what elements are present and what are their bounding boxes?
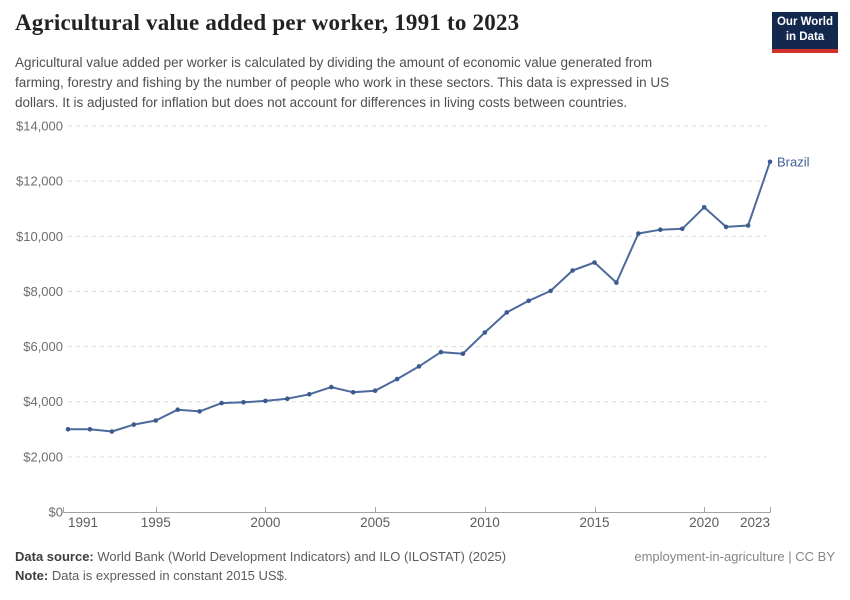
data-point[interactable] xyxy=(570,268,575,273)
note-line: Note: Data is expressed in constant 2015… xyxy=(15,566,506,585)
line-chart-svg[interactable]: $0 $2,000 $4,000 $6,000 $8,000 $10,000 $12,000… xyxy=(0,112,850,542)
data-point[interactable] xyxy=(65,427,71,432)
footer-left: Data source: World Bank (World Developme… xyxy=(15,547,506,585)
x-tick-label: 2000 xyxy=(250,515,280,530)
y-tick-label: $14,000 xyxy=(16,119,63,134)
note-text: Data is expressed in constant 2015 US$. xyxy=(48,568,288,583)
data-point[interactable] xyxy=(614,280,619,285)
data-point[interactable] xyxy=(372,388,378,394)
data-point[interactable] xyxy=(175,407,180,413)
x-tick-label: 2010 xyxy=(470,515,500,530)
y-tick-label: $0 xyxy=(49,505,63,520)
line-chart[interactable]: $0 $2,000 $4,000 $6,000 $8,000 $10,000 $12,000… xyxy=(0,112,850,542)
data-source-label: Data source: xyxy=(15,549,94,564)
data-point[interactable] xyxy=(153,418,159,423)
data-point[interactable] xyxy=(329,384,334,390)
data-point[interactable] xyxy=(109,429,115,434)
x-tick-label: 2005 xyxy=(360,515,390,530)
y-tick-label: $4,000 xyxy=(23,394,63,409)
note-label: Note: xyxy=(15,568,49,583)
data-point[interactable] xyxy=(285,396,290,402)
data-point[interactable] xyxy=(460,351,466,356)
series-line-brazil[interactable] xyxy=(67,160,771,433)
data-point[interactable] xyxy=(350,390,356,395)
x-tick-label: 1991 xyxy=(68,515,98,530)
owid-logo-line1: Our World xyxy=(776,16,833,28)
data-point[interactable] xyxy=(263,398,268,404)
chart-title: Agricultural value added per worker, 199… xyxy=(15,10,520,35)
x-tick-label: 2023 xyxy=(740,515,770,530)
chart-footer: Data source: World Bank (World Developme… xyxy=(15,547,835,585)
chart-subtitle-line: farming, forestry and fishing by the num… xyxy=(15,75,670,90)
y-tick-label: $2,000 xyxy=(23,449,63,464)
owid-logo: Our World in Data xyxy=(772,12,838,53)
data-point[interactable] xyxy=(241,400,246,405)
chart-subtitle-line: dollars. It is adjusted for inflation bu… xyxy=(15,95,628,110)
chart-subtitle-line: Agricultural value added per worker is c… xyxy=(15,55,653,70)
data-point[interactable] xyxy=(307,392,312,397)
data-source-line: Data source: World Bank (World Developme… xyxy=(15,547,506,566)
data-point[interactable] xyxy=(701,205,707,210)
data-point[interactable] xyxy=(87,427,93,432)
data-point[interactable] xyxy=(394,376,400,382)
x-tick-label: 2020 xyxy=(689,515,719,530)
data-point[interactable] xyxy=(197,409,202,414)
y-tick-label: $12,000 xyxy=(16,174,63,189)
series-label-brazil[interactable]: Brazil xyxy=(777,154,810,169)
data-point[interactable] xyxy=(592,260,597,265)
data-point[interactable] xyxy=(745,223,751,228)
data-point[interactable] xyxy=(723,224,729,230)
data-point[interactable] xyxy=(680,226,685,232)
data-point[interactable] xyxy=(504,310,510,315)
y-tick-label: $8,000 xyxy=(23,284,63,299)
data-point[interactable] xyxy=(658,227,663,232)
data-point[interactable] xyxy=(438,349,444,355)
footer-attribution: employment-in-agriculture | CC BY xyxy=(634,549,835,564)
data-point[interactable] xyxy=(416,364,422,369)
data-source-text: World Bank (World Development Indicators… xyxy=(93,549,507,564)
data-point[interactable] xyxy=(526,298,531,304)
x-tick-label: 2015 xyxy=(579,515,609,530)
y-tick-label: $10,000 xyxy=(16,229,63,244)
data-point[interactable] xyxy=(219,400,224,406)
y-tick-label: $6,000 xyxy=(23,339,63,354)
chart-subtitle: Agricultural value added per worker is c… xyxy=(15,53,669,113)
data-point[interactable] xyxy=(548,288,553,294)
data-point[interactable] xyxy=(636,231,641,236)
data-point[interactable] xyxy=(482,330,488,335)
owid-logo-line2: in Data xyxy=(785,31,825,43)
x-tick-label: 1995 xyxy=(141,515,171,530)
data-point[interactable] xyxy=(131,422,137,427)
data-point[interactable] xyxy=(767,159,773,165)
